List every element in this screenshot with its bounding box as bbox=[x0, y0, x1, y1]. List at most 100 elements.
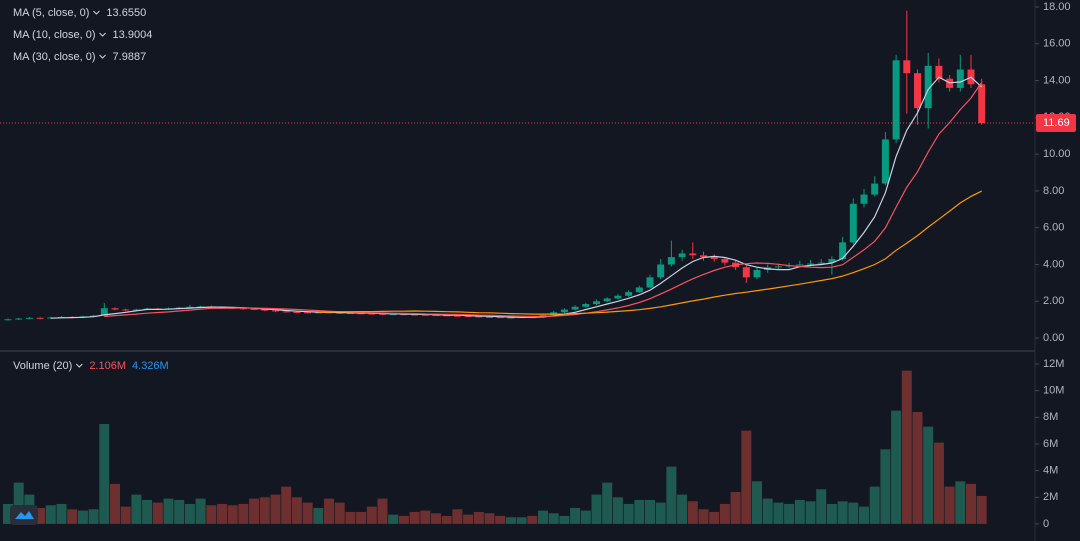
candle-body bbox=[475, 316, 483, 318]
volume-bar bbox=[142, 499, 153, 524]
volume-bar bbox=[152, 502, 163, 524]
candle-body bbox=[849, 203, 857, 243]
candle-body bbox=[689, 253, 697, 256]
candle-body bbox=[956, 69, 964, 88]
candle-body bbox=[261, 309, 269, 311]
legend-value: 13.6550 bbox=[106, 7, 146, 19]
candle-body bbox=[389, 314, 397, 316]
volume-bar bbox=[623, 503, 634, 524]
y-tick-label: 16.00 bbox=[1043, 38, 1071, 50]
volume-bar bbox=[131, 494, 142, 524]
volume-bar bbox=[538, 510, 548, 524]
volume-bar bbox=[709, 511, 720, 524]
candle-body bbox=[742, 267, 750, 278]
candle-body bbox=[421, 314, 429, 316]
volume-bar bbox=[837, 501, 848, 524]
volume-bar bbox=[377, 498, 388, 524]
y-tick-label: 14.00 bbox=[1043, 74, 1071, 86]
volume-bar bbox=[313, 507, 324, 524]
y-tick-label: 12M bbox=[1043, 358, 1064, 370]
volume-bar bbox=[687, 501, 698, 524]
volume-bar bbox=[634, 499, 645, 524]
candle-body bbox=[657, 264, 665, 278]
volume-bar bbox=[270, 494, 281, 524]
candle-body bbox=[411, 314, 419, 316]
volume-bar bbox=[88, 509, 99, 524]
candle-body bbox=[593, 301, 600, 305]
candle-body bbox=[881, 139, 889, 184]
volume-bar bbox=[334, 502, 345, 524]
candle-body bbox=[379, 313, 386, 315]
candle-body bbox=[464, 315, 472, 317]
volume-bar bbox=[249, 498, 260, 524]
moving-average bbox=[50, 76, 983, 319]
candle-body bbox=[560, 309, 568, 313]
volume-bar bbox=[227, 505, 238, 524]
candle-body bbox=[796, 264, 804, 266]
candle-body bbox=[304, 312, 312, 314]
candle-body bbox=[122, 309, 130, 311]
legend-chevron bbox=[99, 32, 106, 37]
candle-body bbox=[646, 277, 654, 288]
candle-body bbox=[924, 65, 932, 109]
volume-bar bbox=[826, 503, 837, 524]
candle-body bbox=[978, 84, 986, 124]
moving-average bbox=[104, 82, 983, 318]
volume-bar bbox=[559, 515, 570, 524]
volume-bar bbox=[35, 507, 46, 524]
volume-bar bbox=[420, 510, 431, 524]
candle-body bbox=[860, 194, 868, 204]
volume-bar bbox=[206, 505, 217, 524]
y-tick-label: 2.00 bbox=[1043, 295, 1064, 307]
volume-bar bbox=[655, 502, 666, 524]
volume-bar bbox=[741, 430, 752, 524]
volume-bar bbox=[45, 505, 56, 524]
volume-bar bbox=[719, 503, 730, 524]
volume-bar bbox=[548, 513, 559, 524]
price-axis: 0.002.004.006.008.0010.0012.0014.0016.00… bbox=[1035, 1, 1076, 530]
volume-bar bbox=[677, 494, 688, 524]
candle-body bbox=[36, 317, 44, 319]
logo bbox=[10, 505, 38, 525]
last-price-label: 11.69 bbox=[1043, 117, 1070, 129]
candle-body bbox=[753, 269, 761, 278]
candle-body bbox=[914, 73, 921, 109]
volume-bar bbox=[302, 502, 313, 524]
candle-body bbox=[667, 257, 675, 265]
candle-body bbox=[507, 317, 515, 319]
volume-bar bbox=[13, 482, 24, 524]
y-tick-label: 6M bbox=[1043, 438, 1058, 450]
legend-chevron bbox=[99, 54, 106, 59]
candle-body bbox=[817, 262, 825, 264]
candle-body bbox=[774, 266, 782, 268]
candle-body bbox=[807, 263, 814, 265]
volume-bar bbox=[752, 481, 762, 524]
volume-bar bbox=[99, 423, 110, 524]
price-pane bbox=[0, 10, 1035, 321]
candle-body bbox=[111, 308, 119, 310]
volume-bar bbox=[966, 483, 976, 524]
candle-body bbox=[282, 311, 290, 313]
volume-bar bbox=[784, 503, 795, 524]
volume-bar bbox=[698, 509, 709, 524]
volume-bar bbox=[612, 497, 623, 524]
candle-body bbox=[132, 309, 140, 311]
volume-bar bbox=[67, 509, 78, 524]
candle-body bbox=[15, 318, 23, 320]
candle-body bbox=[828, 258, 836, 263]
candle-body bbox=[486, 316, 493, 318]
volume-bar bbox=[933, 442, 944, 524]
volume-bar bbox=[602, 482, 613, 524]
volume-bar bbox=[976, 495, 987, 524]
volume-bar bbox=[848, 502, 859, 524]
legend-name: MA (10, close, 0) bbox=[13, 29, 96, 41]
candle-body bbox=[453, 315, 461, 317]
candle-body bbox=[293, 311, 301, 313]
volume-bar bbox=[452, 509, 463, 524]
candle-body bbox=[892, 60, 900, 140]
last-price-box bbox=[1036, 114, 1076, 133]
volume-legend-name: Volume (20) bbox=[13, 360, 72, 372]
volume-bar bbox=[463, 514, 474, 524]
volume-bar bbox=[56, 503, 67, 524]
